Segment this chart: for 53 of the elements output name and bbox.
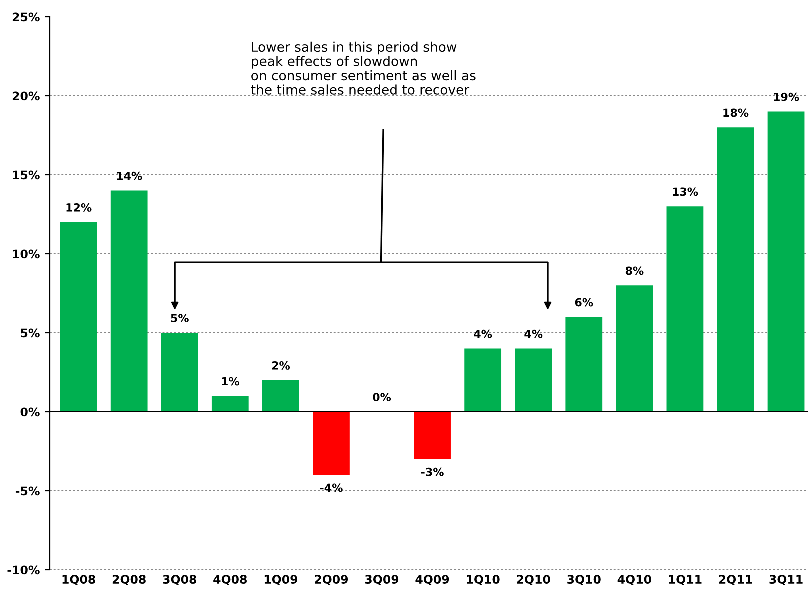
data-label: 4%	[524, 330, 543, 338]
x-tick-label: 3Q10	[568, 575, 601, 586]
bar	[717, 128, 754, 412]
bar	[464, 348, 502, 412]
data-label: -4%	[320, 484, 343, 492]
x-tick-label: 4Q08	[214, 575, 248, 586]
data-label: 5%	[171, 314, 189, 323]
data-label: 4%	[474, 330, 492, 338]
data-label: 6%	[575, 298, 594, 307]
y-tick-label: 0%	[20, 408, 40, 417]
data-label: 8%	[626, 266, 644, 276]
y-tick-label: 20%	[12, 92, 40, 101]
bar	[616, 286, 654, 412]
x-tick-label: 1Q08	[62, 575, 96, 586]
data-label: 2%	[272, 362, 290, 370]
annotation: Lower sales in this period show peak effects of slowdown on consumer sentiment as well as the time sales needed to recover	[251, 42, 476, 95]
bar	[212, 396, 249, 412]
data-label: 18%	[724, 108, 749, 118]
x-tick-label: 1Q11	[669, 575, 702, 586]
y-tick-label: 10%	[13, 250, 40, 259]
y-tick-label: 15%	[13, 170, 40, 180]
data-label: 0%	[373, 393, 392, 402]
x-tick-label: 3Q08	[163, 575, 196, 586]
x-tick-label: 1Q09	[264, 575, 298, 586]
y-tick-label: 25%	[12, 12, 40, 22]
bar	[110, 190, 148, 412]
x-tick-label: 2Q09	[315, 575, 348, 586]
bar	[566, 317, 603, 412]
data-label: 14%	[117, 172, 142, 180]
bar	[262, 380, 300, 412]
bar	[515, 348, 552, 412]
x-tick-label: 1Q10	[467, 575, 500, 586]
bar	[313, 412, 350, 476]
data-label: 1%	[222, 377, 240, 386]
x-tick-label: 2Q08	[112, 575, 146, 586]
bar	[60, 222, 98, 412]
y-tick-label: 5%	[21, 328, 40, 338]
y-tick-label: -10%	[8, 566, 40, 575]
data-label: 12%	[66, 204, 92, 212]
x-tick-label: 3Q11	[770, 575, 803, 586]
bar	[666, 206, 704, 412]
bar	[768, 112, 805, 412]
bar	[414, 412, 451, 460]
data-label: 19%	[774, 92, 800, 102]
x-tick-label: 4Q10	[618, 575, 652, 586]
data-label: 13%	[673, 188, 698, 196]
x-tick-label: 2Q10	[517, 575, 550, 586]
y-tick-label: -5%	[16, 486, 40, 496]
x-tick-label: 3Q09	[365, 575, 399, 586]
data-label: -3%	[421, 468, 444, 476]
x-tick-label: 2Q11	[719, 575, 752, 586]
x-tick-label: 4Q09	[416, 575, 450, 586]
bar	[161, 333, 198, 412]
